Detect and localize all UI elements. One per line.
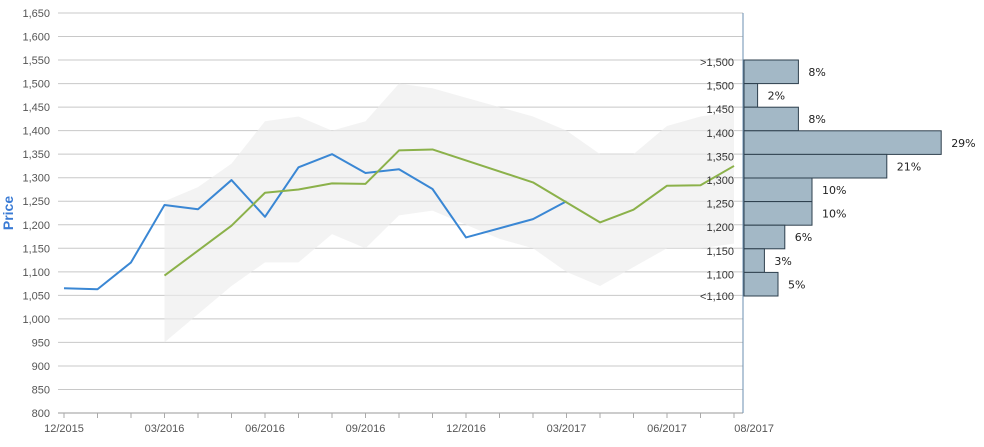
histogram-pct-label: 2% (768, 90, 785, 103)
y-tick-label: 950 (32, 337, 50, 349)
histogram-pct-label: 29% (951, 137, 975, 150)
y-tick-label: 1,150 (22, 243, 50, 255)
x-tick-label: 06/2016 (245, 423, 285, 435)
y-tick-label: 900 (32, 361, 50, 373)
x-tick-label: 03/2017 (547, 423, 587, 435)
distribution-histogram: >1,500 8% 1,500 2% 1,450 8% 1,400 29% 1,350 21% 1,… (700, 57, 976, 303)
histogram-bar (744, 272, 778, 296)
y-tick-label: 1,100 (22, 267, 50, 279)
x-tick-label: 06/2017 (647, 423, 687, 435)
x-tick-label: 08/2017 (734, 423, 774, 435)
y-tick-label: 850 (32, 384, 50, 396)
histogram-pct-label: 10% (822, 208, 846, 221)
y-tick-label: 1,200 (22, 220, 50, 232)
histogram-pct-label: 10% (822, 184, 846, 197)
histogram-pct-label: 8% (808, 113, 825, 126)
histogram-pct-label: 6% (795, 231, 812, 244)
histogram-bar (744, 131, 941, 155)
histogram-bin-label: 1,100 (706, 269, 734, 281)
histogram-bar (744, 84, 758, 108)
y-tick-label: 1,400 (22, 126, 50, 138)
histogram-bin-label: 1,150 (706, 246, 734, 258)
histogram-pct-label: 8% (808, 66, 825, 79)
histogram-bar (744, 178, 812, 202)
y-tick-label: 1,000 (22, 314, 50, 326)
histogram-bin-label: <1,100 (700, 291, 734, 303)
histogram-bin-label: 1,200 (706, 222, 734, 234)
histogram-pct-label: 5% (788, 278, 805, 291)
y-tick-label: 1,650 (22, 8, 50, 20)
histogram-bin-label: 1,250 (706, 199, 734, 211)
y-tick-label: 1,600 (22, 32, 50, 44)
histogram-pct-label: 21% (897, 160, 921, 173)
histogram-bin-label: 1,450 (706, 104, 734, 116)
x-tick-label: 03/2016 (145, 423, 185, 435)
x-tick-label: 12/2015 (44, 423, 84, 435)
y-tick-label: 1,050 (22, 290, 50, 302)
histogram-bar (744, 225, 785, 249)
y-tick-label: 1,350 (22, 149, 50, 161)
histogram-bin-label: 1,300 (706, 175, 734, 187)
y-tick-label: 800 (32, 408, 50, 420)
y-tick-label: 1,250 (22, 196, 50, 208)
histogram-bin-label: >1,500 (700, 57, 734, 69)
y-tick-label: 1,300 (22, 173, 50, 185)
y-tick-label: 1,550 (22, 55, 50, 67)
y-tick-label: 1,500 (22, 79, 50, 91)
histogram-bin-label: 1,400 (706, 128, 734, 140)
histogram-bar (744, 249, 764, 273)
histogram-bin-label: 1,500 (706, 81, 734, 93)
x-tick-label: 09/2016 (346, 423, 386, 435)
x-tick-label: 12/2016 (446, 423, 486, 435)
histogram-bar (744, 154, 887, 178)
y-tick-label: 1,450 (22, 102, 50, 114)
histogram-bar (744, 60, 798, 84)
histogram-pct-label: 3% (774, 255, 791, 268)
histogram-bar (744, 107, 798, 131)
y-axis-title: Price (0, 196, 16, 230)
histogram-bin-label: 1,350 (706, 151, 734, 163)
histogram-bar (744, 202, 812, 226)
